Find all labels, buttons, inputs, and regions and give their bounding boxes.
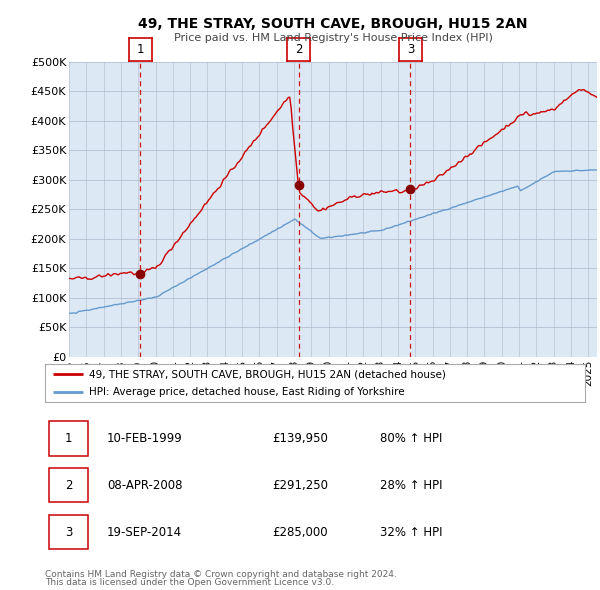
Text: 10-FEB-1999: 10-FEB-1999 <box>107 432 183 445</box>
FancyBboxPatch shape <box>49 421 88 455</box>
Text: 3: 3 <box>65 526 73 539</box>
Text: £291,250: £291,250 <box>272 478 328 492</box>
Text: 1: 1 <box>65 432 73 445</box>
Text: Price paid vs. HM Land Registry's House Price Index (HPI): Price paid vs. HM Land Registry's House … <box>173 34 493 43</box>
Text: This data is licensed under the Open Government Licence v3.0.: This data is licensed under the Open Gov… <box>45 578 334 588</box>
Text: 28% ↑ HPI: 28% ↑ HPI <box>380 478 442 492</box>
Text: 08-APR-2008: 08-APR-2008 <box>107 478 182 492</box>
Text: 1: 1 <box>137 43 144 56</box>
Text: 80% ↑ HPI: 80% ↑ HPI <box>380 432 442 445</box>
FancyBboxPatch shape <box>49 515 88 549</box>
Text: 49, THE STRAY, SOUTH CAVE, BROUGH, HU15 2AN (detached house): 49, THE STRAY, SOUTH CAVE, BROUGH, HU15 … <box>89 369 446 379</box>
Text: 2: 2 <box>295 43 302 56</box>
Text: 49, THE STRAY, SOUTH CAVE, BROUGH, HU15 2AN: 49, THE STRAY, SOUTH CAVE, BROUGH, HU15 … <box>138 17 528 31</box>
Text: HPI: Average price, detached house, East Riding of Yorkshire: HPI: Average price, detached house, East… <box>89 387 405 397</box>
Text: £285,000: £285,000 <box>272 526 328 539</box>
Text: £139,950: £139,950 <box>272 432 328 445</box>
Text: 19-SEP-2014: 19-SEP-2014 <box>107 526 182 539</box>
Text: 2: 2 <box>65 478 73 492</box>
Text: Contains HM Land Registry data © Crown copyright and database right 2024.: Contains HM Land Registry data © Crown c… <box>45 570 397 579</box>
Text: 3: 3 <box>407 43 414 56</box>
FancyBboxPatch shape <box>49 468 88 503</box>
Text: 32% ↑ HPI: 32% ↑ HPI <box>380 526 442 539</box>
